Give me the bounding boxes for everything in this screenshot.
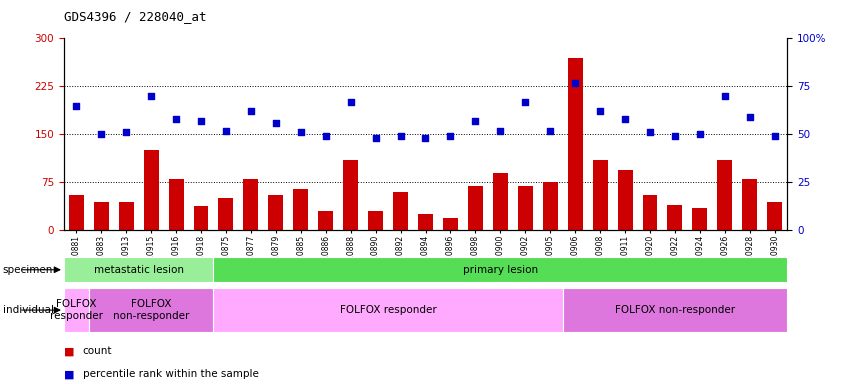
- Point: [169, 116, 183, 122]
- Point: [94, 131, 108, 137]
- Bar: [768, 202, 782, 230]
- Text: FOLFOX responder: FOLFOX responder: [340, 305, 437, 315]
- Point: [269, 120, 283, 126]
- Bar: [219, 199, 233, 230]
- Text: metastatic lesion: metastatic lesion: [94, 265, 184, 275]
- Bar: [268, 195, 283, 230]
- Bar: [214, 257, 787, 282]
- Point: [194, 118, 208, 124]
- Bar: [343, 160, 358, 230]
- Text: ■: ■: [64, 369, 74, 379]
- Point: [643, 129, 657, 136]
- Point: [344, 99, 357, 105]
- Point: [693, 131, 706, 137]
- Bar: [89, 288, 214, 332]
- Bar: [94, 202, 109, 230]
- Point: [593, 108, 607, 114]
- Bar: [517, 185, 533, 230]
- Bar: [643, 195, 658, 230]
- Bar: [717, 160, 733, 230]
- Bar: [667, 205, 683, 230]
- Bar: [418, 214, 433, 230]
- Bar: [742, 179, 757, 230]
- Bar: [69, 195, 83, 230]
- Point: [70, 103, 83, 109]
- Bar: [193, 206, 208, 230]
- Bar: [443, 218, 458, 230]
- Point: [494, 127, 507, 134]
- Bar: [493, 173, 508, 230]
- Bar: [618, 170, 632, 230]
- Bar: [243, 179, 259, 230]
- Text: percentile rank within the sample: percentile rank within the sample: [83, 369, 259, 379]
- Bar: [64, 288, 89, 332]
- Bar: [543, 182, 557, 230]
- Bar: [563, 288, 787, 332]
- Bar: [368, 211, 383, 230]
- Bar: [64, 257, 214, 282]
- Text: primary lesion: primary lesion: [463, 265, 538, 275]
- Point: [768, 133, 781, 139]
- Point: [419, 135, 432, 141]
- Point: [368, 135, 382, 141]
- Text: count: count: [83, 346, 112, 356]
- Point: [394, 133, 408, 139]
- Text: FOLFOX non-responder: FOLFOX non-responder: [615, 305, 735, 315]
- Text: GDS4396 / 228040_at: GDS4396 / 228040_at: [64, 10, 206, 23]
- Point: [618, 116, 631, 122]
- Point: [319, 133, 333, 139]
- Point: [119, 129, 133, 136]
- Bar: [294, 189, 308, 230]
- Bar: [214, 288, 563, 332]
- Bar: [468, 185, 483, 230]
- Bar: [693, 208, 707, 230]
- Point: [244, 108, 258, 114]
- Text: FOLFOX
responder: FOLFOX responder: [50, 299, 103, 321]
- Point: [668, 133, 682, 139]
- Bar: [592, 160, 608, 230]
- Bar: [118, 202, 134, 230]
- Text: FOLFOX
non-responder: FOLFOX non-responder: [113, 299, 189, 321]
- Point: [743, 114, 757, 120]
- Point: [469, 118, 483, 124]
- Point: [220, 127, 233, 134]
- Point: [568, 79, 582, 86]
- Bar: [144, 151, 158, 230]
- Text: ■: ■: [64, 346, 74, 356]
- Text: specimen: specimen: [3, 265, 53, 275]
- Bar: [318, 211, 334, 230]
- Bar: [168, 179, 184, 230]
- Bar: [568, 58, 583, 230]
- Point: [718, 93, 732, 99]
- Point: [294, 129, 307, 136]
- Bar: [393, 192, 408, 230]
- Point: [443, 133, 457, 139]
- Point: [518, 99, 532, 105]
- Point: [145, 93, 158, 99]
- Point: [544, 127, 557, 134]
- Text: individual: individual: [3, 305, 54, 315]
